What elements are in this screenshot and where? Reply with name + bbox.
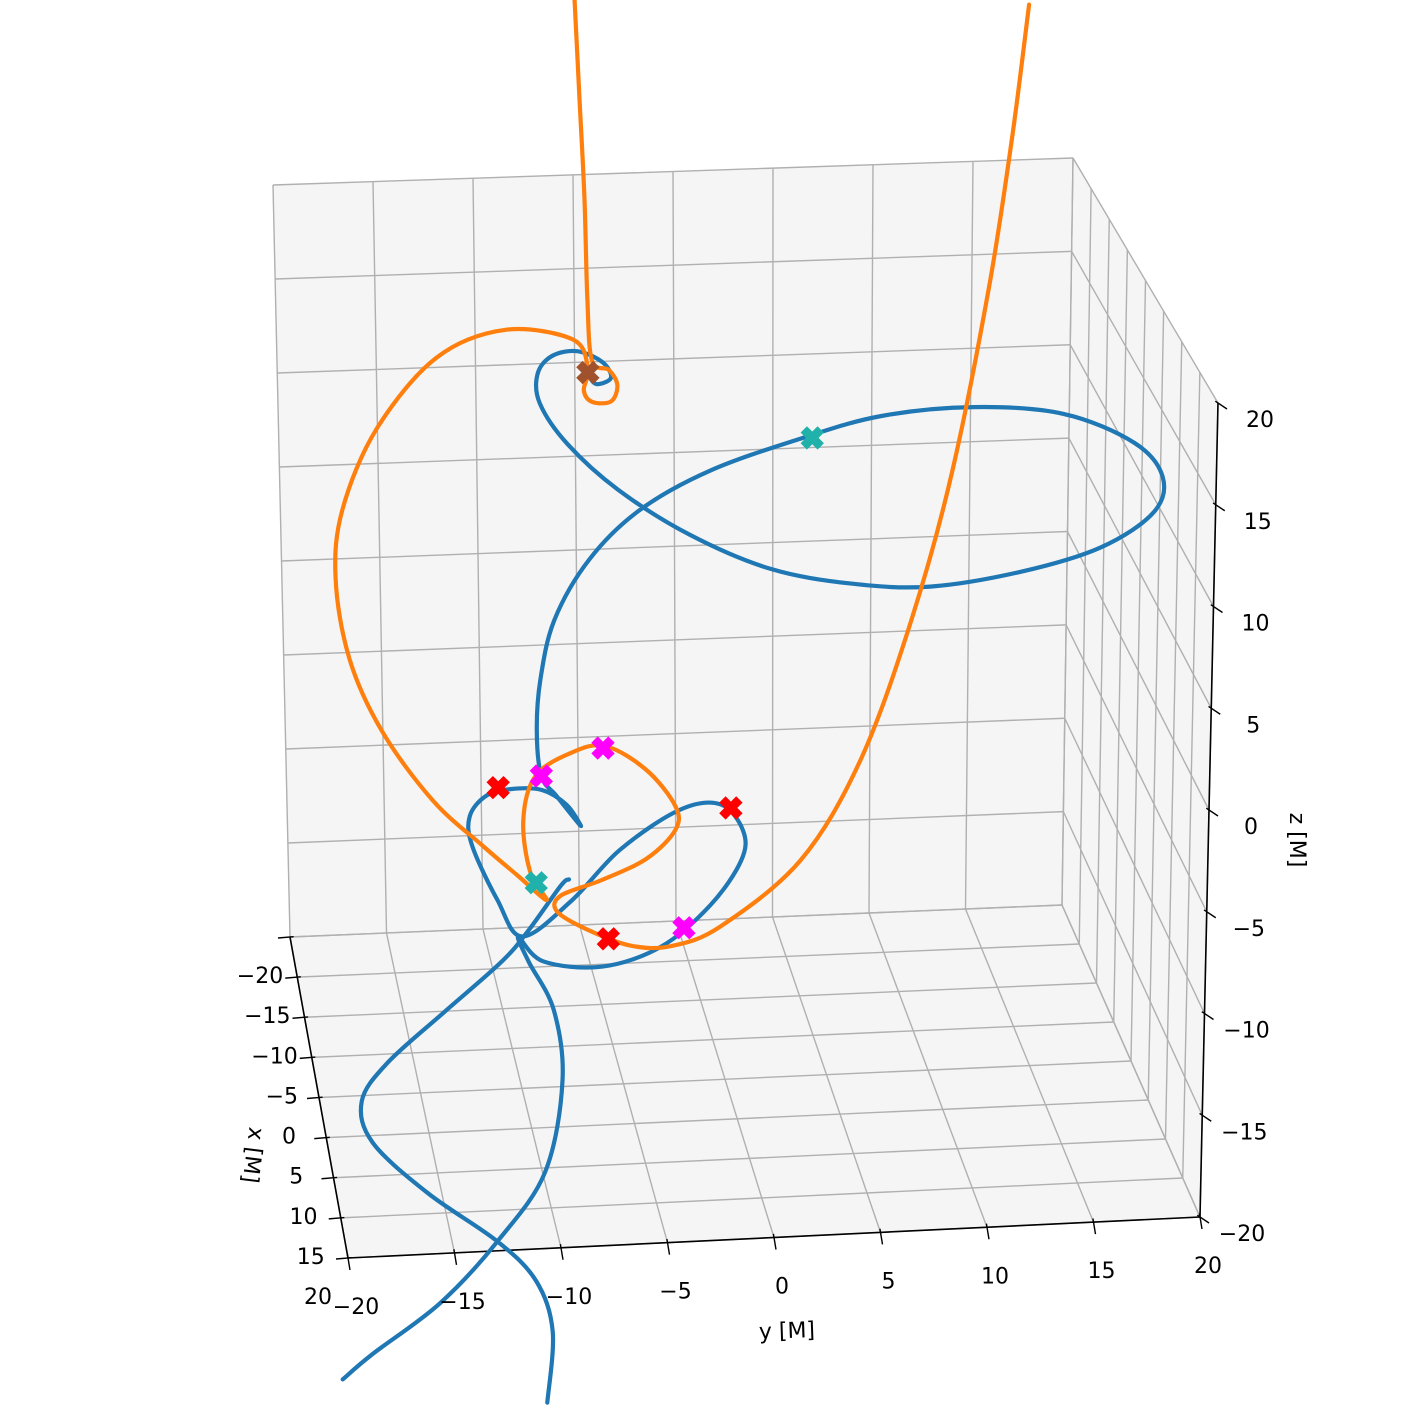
x-tick-label: −15 — [244, 1004, 290, 1029]
y-tick-label: 20 — [1194, 1254, 1222, 1279]
grid-line — [868, 912, 988, 1228]
x-tick-label: 20 — [304, 1285, 332, 1310]
grid-line — [1061, 904, 1201, 1218]
grid-line — [285, 717, 1065, 750]
z-tick-label: −20 — [1219, 1222, 1265, 1247]
z-tick-label: −10 — [1223, 1019, 1269, 1044]
tick-mark — [879, 1228, 884, 1245]
tick-mark — [1208, 705, 1221, 715]
tick-mark — [1196, 1214, 1210, 1224]
x-tick-label: −20 — [237, 964, 283, 989]
x-axis-label: x [M] — [237, 1126, 269, 1185]
z-axis-label: z [M] — [1284, 813, 1309, 868]
x-tick-label: 5 — [289, 1165, 303, 1190]
x-marker — [524, 871, 548, 895]
y-tick-label: −5 — [659, 1280, 691, 1305]
y-tick-label: 10 — [981, 1264, 1009, 1289]
grid-line — [279, 437, 1069, 468]
grid-line — [578, 924, 669, 1243]
grid-line — [964, 908, 1095, 1223]
x-marker — [800, 426, 824, 450]
grid-line — [482, 928, 562, 1248]
grid-line — [1072, 157, 1219, 404]
markers — [486, 360, 824, 951]
x-marker — [576, 360, 600, 385]
x-marker — [486, 776, 510, 800]
y-tick-label: 5 — [882, 1269, 896, 1294]
x-marker — [529, 764, 553, 788]
grid-line — [1065, 624, 1208, 913]
y-tick-label: −10 — [546, 1285, 592, 1310]
y-tick-label: −15 — [439, 1290, 485, 1315]
tick-mark — [306, 1096, 323, 1100]
tick-mark — [299, 1056, 316, 1060]
z-tick-label: 0 — [1244, 815, 1258, 840]
tick-mark — [1092, 1218, 1097, 1235]
x-tick-label: −5 — [266, 1084, 298, 1109]
grid-line — [277, 344, 1071, 374]
tick-mark — [285, 976, 301, 979]
x-tick-label: 0 — [282, 1125, 296, 1150]
z-tick-label: 15 — [1244, 510, 1272, 535]
tick-mark — [292, 1016, 309, 1019]
tick-mark — [985, 1223, 990, 1240]
y-tick-label: 0 — [775, 1275, 789, 1300]
grid-line — [275, 250, 1072, 280]
tick-mark — [346, 1254, 351, 1271]
tick-mark — [1210, 604, 1223, 614]
trajectory-line — [333, 0, 1032, 951]
x-marker — [596, 927, 620, 951]
x-marker — [591, 736, 615, 760]
z-tick-label: 10 — [1242, 612, 1270, 637]
tick-mark — [277, 936, 294, 939]
tick-mark — [1214, 400, 1228, 410]
grid-line — [1068, 437, 1212, 709]
tick-mark — [335, 1257, 352, 1260]
tick-mark — [321, 1176, 338, 1180]
tick-mark — [1201, 1011, 1214, 1021]
x-tick-label: 10 — [290, 1205, 318, 1230]
x-marker — [719, 796, 743, 820]
y-tick-label: 15 — [1088, 1259, 1116, 1284]
z-tick-label: 5 — [1246, 713, 1260, 738]
grid-line — [1064, 717, 1206, 1014]
x-tick-label: −10 — [251, 1044, 297, 1069]
tick-mark — [772, 1233, 777, 1250]
tick-mark — [1205, 807, 1219, 817]
y-tick-label: −20 — [333, 1295, 379, 1320]
grid-line — [385, 932, 456, 1254]
z-tick-label: −15 — [1221, 1120, 1267, 1145]
grid-line — [1062, 811, 1203, 1116]
grid-line — [283, 624, 1067, 656]
tick-mark — [1199, 1112, 1212, 1122]
tick-mark — [328, 1216, 345, 1220]
tick-mark — [1203, 909, 1217, 919]
tick-mark — [453, 1249, 458, 1265]
grid-line — [1071, 251, 1217, 506]
y-axis-label: y [M] — [758, 1318, 815, 1345]
tick-mark — [1198, 1213, 1203, 1230]
tick-mark — [1212, 502, 1226, 512]
z-tick-label: 20 — [1246, 408, 1274, 433]
grid-line — [1066, 531, 1210, 811]
x-tick-label: 15 — [297, 1245, 325, 1270]
tick-mark — [314, 1136, 330, 1140]
grid-line — [771, 916, 882, 1233]
tick-mark — [666, 1238, 671, 1255]
grid-line — [272, 157, 1074, 186]
x-marker — [672, 916, 696, 940]
grid-line — [675, 920, 775, 1238]
grid-line — [1069, 344, 1215, 607]
z-tick-label: −5 — [1233, 917, 1265, 942]
tick-mark — [559, 1244, 564, 1260]
